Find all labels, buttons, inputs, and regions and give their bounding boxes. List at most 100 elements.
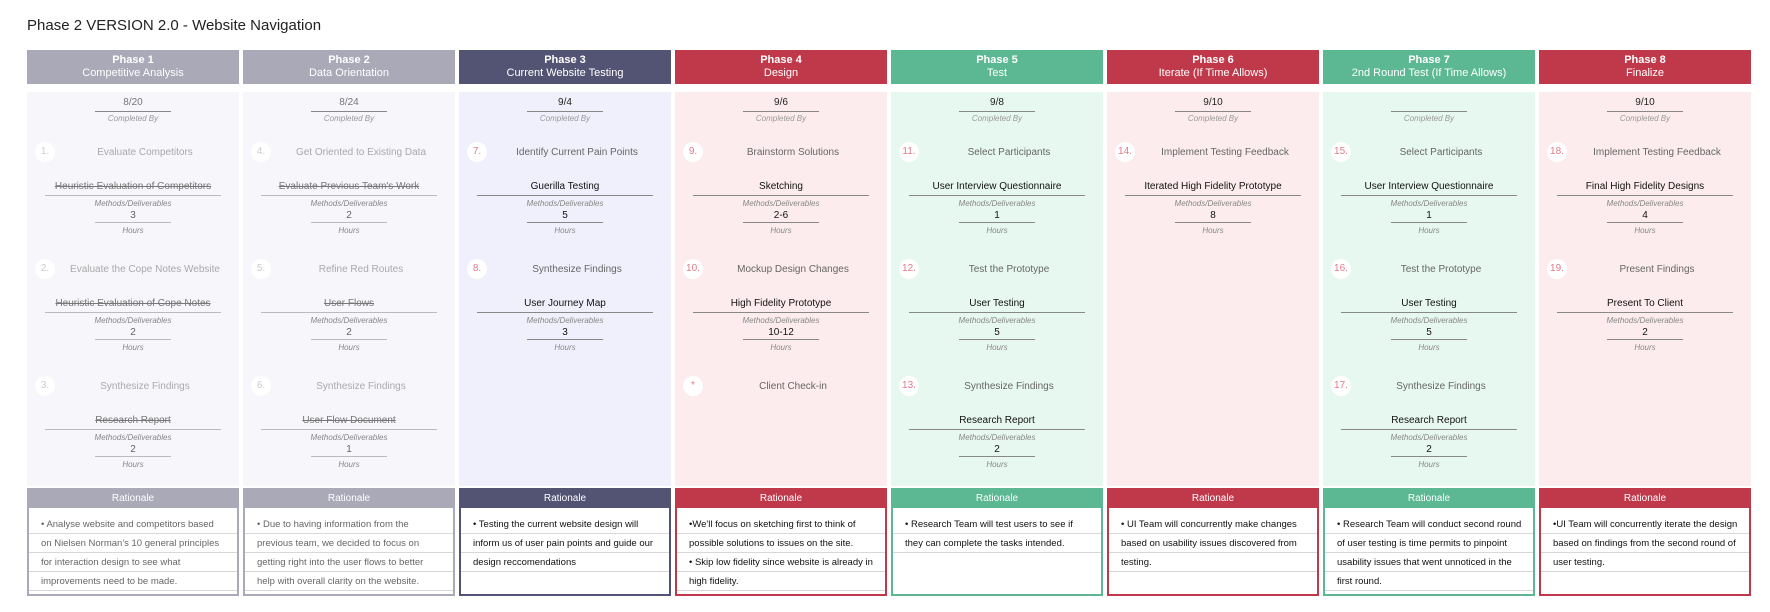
rationale-header: Rationale (461, 490, 669, 508)
methods-label: Methods/Deliverables (94, 433, 172, 442)
phase-body: 8/24 Completed By 4. Get Oriented to Existi… (243, 92, 455, 486)
task-name: Brainstorm Solutions (746, 147, 840, 158)
phase-header: Phase 2 Data Orientation (243, 50, 455, 84)
task-number-badge: 19. (1547, 259, 1567, 279)
phase-body: 9/6 Completed By 9. Brainstorm Solutions Ske… (675, 92, 887, 486)
rationale-box: Rationale • Research Team will conduct se… (1323, 488, 1535, 596)
completion-date (1391, 97, 1467, 112)
rationale-header: Rationale (29, 490, 237, 508)
task-name: Present Findings (1619, 264, 1695, 275)
phase-name: Phase 2 (328, 54, 370, 66)
task-name: Evaluate the Cope Notes Website (70, 264, 220, 275)
rationale-text: •UI Team will concurrently iterate the d… (1541, 508, 1749, 572)
phase-header: Phase 6 Iterate (If Time Allows) (1107, 50, 1319, 84)
task-name: Test the Prototype (968, 264, 1050, 275)
hours-label: Hours (554, 226, 576, 235)
phase-column: Phase 6 Iterate (If Time Allows) 9/10 Compl… (1107, 50, 1319, 596)
hours-label: Hours (554, 343, 576, 352)
hours-label: Hours (770, 226, 792, 235)
methods-label: Methods/Deliverables (1606, 199, 1684, 208)
phase-body: 8/20 Completed By 1. Evaluate Competitors He… (27, 92, 239, 486)
hours-label: Hours (986, 343, 1008, 352)
methods-label: Methods/Deliverables (1606, 316, 1684, 325)
task-hours: 2 (311, 327, 387, 340)
phase-name: Phase 3 (544, 54, 586, 66)
phase-name: Phase 7 (1408, 54, 1450, 66)
task-hours: 1 (311, 444, 387, 457)
rationale-box: Rationale • Due to having information fro… (243, 488, 455, 596)
hours-label: Hours (1418, 460, 1440, 469)
phase-header: Phase 8 Finalize (1539, 50, 1751, 84)
phase-name: Phase 1 (112, 54, 154, 66)
completion-date: 9/6 (743, 97, 819, 112)
task-name: Synthesize Findings (532, 264, 622, 275)
phase-subtitle: Finalize (1626, 67, 1664, 79)
task-number-badge: 8. (467, 259, 487, 279)
methods-label: Methods/Deliverables (742, 316, 820, 325)
phase-header: Phase 1 Competitive Analysis (27, 50, 239, 84)
rationale-text: • Research Team will test users to see i… (893, 508, 1101, 553)
task-hours: 5 (959, 327, 1035, 340)
methods-label: Methods/Deliverables (526, 316, 604, 325)
hours-label: Hours (1202, 226, 1224, 235)
task-hours: 2 (311, 210, 387, 223)
task-hours: 4 (1607, 210, 1683, 223)
rationale-box: Rationale • UI Team will concurrently mak… (1107, 488, 1319, 596)
rationale-header: Rationale (677, 490, 885, 508)
task-name: Synthesize Findings (1396, 381, 1486, 392)
hours-label: Hours (122, 460, 144, 469)
rationale-header: Rationale (893, 490, 1101, 508)
methods-label: Methods/Deliverables (742, 199, 820, 208)
methods-label: Methods/Deliverables (94, 199, 172, 208)
rationale-header: Rationale (1109, 490, 1317, 508)
task-hours: 2 (95, 327, 171, 340)
phase-column: Phase 7 2nd Round Test (If Time Allows) Co… (1323, 50, 1535, 596)
task-hours: 3 (95, 210, 171, 223)
task-name: Identify Current Pain Points (516, 147, 638, 158)
task-name: Implement Testing Feedback (1593, 147, 1721, 158)
phase-column: Phase 4 Design 9/6 Completed By 9. Brainstorm… (675, 50, 887, 596)
methods-label: Methods/Deliverables (1390, 433, 1468, 442)
task-number-badge: 16. (1331, 259, 1351, 279)
task-number-badge: 6. (251, 376, 271, 396)
completion-date: 8/24 (311, 97, 387, 112)
task-deliverable: Final High Fidelity Designs (1557, 181, 1733, 196)
completed-by-label: Completed By (1619, 114, 1671, 123)
phase-name: Phase 8 (1624, 54, 1666, 66)
task-deliverable: Sketching (693, 181, 869, 196)
methods-label: Methods/Deliverables (958, 199, 1036, 208)
methods-label: Methods/Deliverables (1174, 199, 1252, 208)
task-number-badge: 2. (35, 259, 55, 279)
task-number-badge: 7. (467, 142, 487, 162)
phase-column: Phase 8 Finalize 9/10 Completed By 18. Implem… (1539, 50, 1751, 596)
task-name: Mockup Design Changes (737, 264, 849, 275)
rationale-text: • Analyse website and competitors based … (29, 508, 237, 591)
task-deliverable: User Interview Questionnaire (1341, 181, 1517, 196)
task-number-badge: 12. (899, 259, 919, 279)
phase-header: Phase 4 Design (675, 50, 887, 84)
phase-body: 9/4 Completed By 7. Identify Current Pain P… (459, 92, 671, 486)
methods-label: Methods/Deliverables (526, 199, 604, 208)
phase-subtitle: Data Orientation (308, 67, 390, 79)
task-deliverable: User Journey Map (477, 298, 653, 313)
phase-body: Completed By 15. Select Participants User I… (1323, 92, 1535, 486)
task-name: Test the Prototype (1400, 264, 1482, 275)
rationale-text: • UI Team will concurrently make changes… (1109, 508, 1317, 572)
task-name: Implement Testing Feedback (1161, 147, 1289, 158)
completed-by-label: Completed By (1403, 114, 1455, 123)
page-title: Phase 2 VERSION 2.0 - Website Navigation (27, 17, 322, 34)
task-name: Synthesize Findings (100, 381, 190, 392)
phase-name: Phase 4 (760, 54, 802, 66)
task-name: Synthesize Findings (316, 381, 406, 392)
task-hours: 8 (1175, 210, 1251, 223)
task-number-badge: * (683, 376, 703, 396)
completion-date: 9/4 (527, 97, 603, 112)
task-hours: 10-12 (743, 327, 819, 340)
task-name: Select Participants (967, 147, 1051, 158)
phase-subtitle: Test (986, 67, 1008, 79)
phase-body: 9/10 Completed By 14. Implement Testing Fee… (1107, 92, 1319, 486)
completed-by-label: Completed By (539, 114, 591, 123)
phase-body: 9/8 Completed By 11. Select Participants Use… (891, 92, 1103, 486)
methods-label: Methods/Deliverables (94, 316, 172, 325)
task-deliverable: Heuristic Evaluation of Competitors (45, 181, 221, 196)
